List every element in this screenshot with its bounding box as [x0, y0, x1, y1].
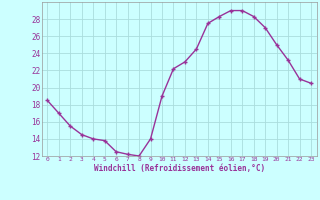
X-axis label: Windchill (Refroidissement éolien,°C): Windchill (Refroidissement éolien,°C)	[94, 164, 265, 173]
